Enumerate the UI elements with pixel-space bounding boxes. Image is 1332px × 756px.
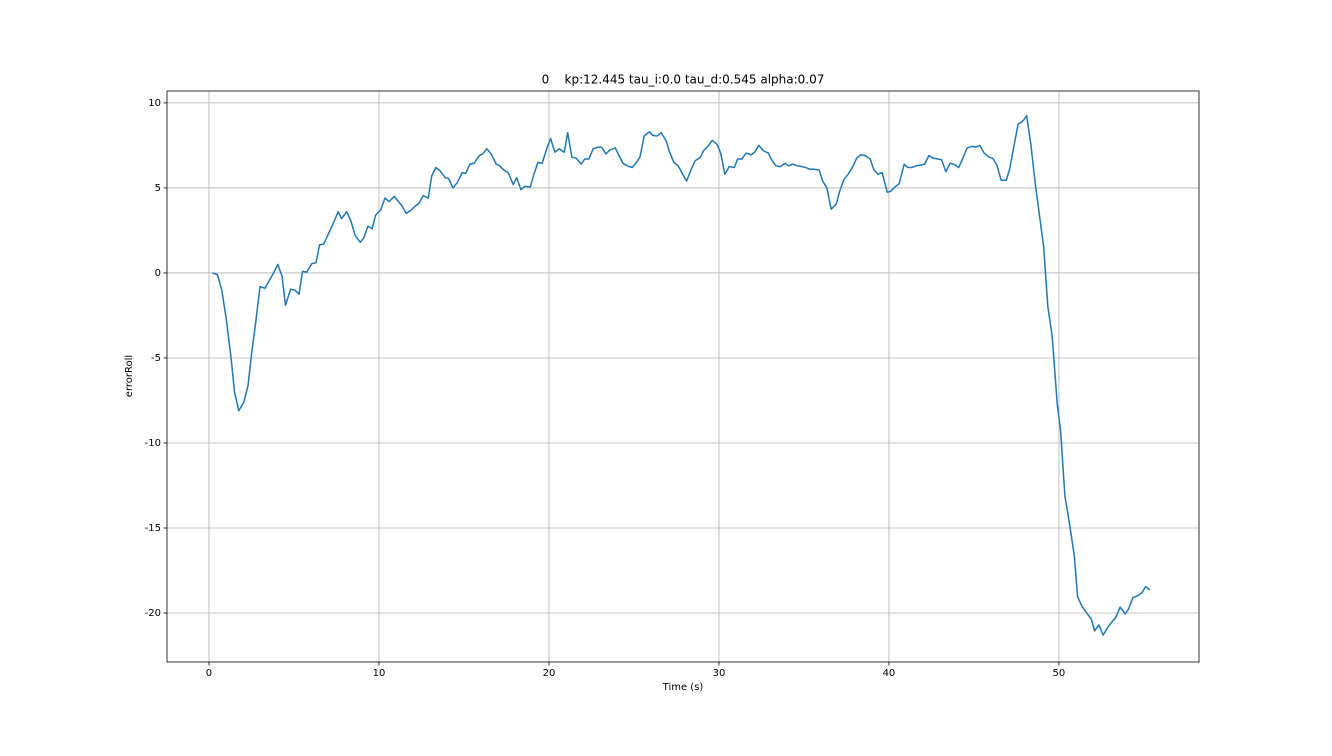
y-tick-label: 10 — [148, 98, 161, 109]
x-tick-label: 20 — [543, 668, 556, 679]
y-tick-label: -15 — [145, 523, 161, 534]
plot-frame — [166, 90, 1200, 663]
chart-title: 0 kp:12.445 tau_i:0.0 tau_d:0.545 alpha:… — [542, 73, 825, 87]
x-tick-label: 40 — [883, 668, 896, 679]
y-tick-label: -5 — [151, 353, 161, 364]
y-tick-label: -10 — [145, 438, 161, 449]
x-tick-label: 10 — [373, 668, 386, 679]
y-tick-label: -20 — [145, 608, 161, 619]
x-tick-label: 30 — [713, 668, 726, 679]
x-axis-label: Time (s) — [662, 682, 704, 693]
x-tick-label: 0 — [206, 668, 212, 679]
y-axis-label: errorRoll — [124, 355, 135, 397]
y-tick-label: 5 — [155, 183, 161, 194]
data-line — [212, 114, 1151, 636]
y-tick-label: 0 — [155, 268, 161, 279]
x-tick-label: 50 — [1053, 668, 1066, 679]
